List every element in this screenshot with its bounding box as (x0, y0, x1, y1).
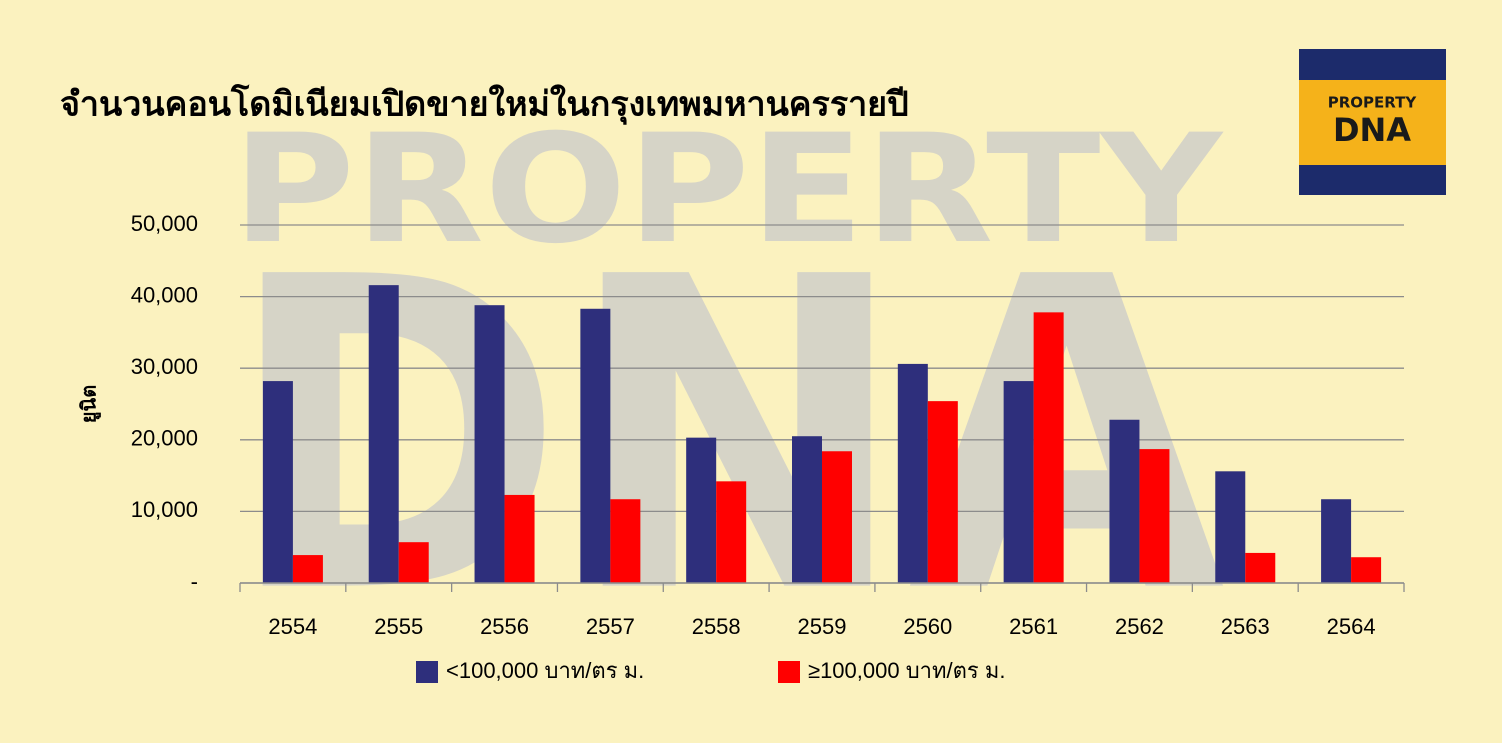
legend-swatch (778, 661, 800, 683)
bar (716, 481, 747, 583)
x-tick-label: 2559 (798, 614, 847, 639)
x-tick-label: 2557 (586, 614, 635, 639)
bar (398, 542, 429, 583)
logo: PROPERTY DNA (1299, 49, 1446, 195)
x-tick-label: 2563 (1221, 614, 1270, 639)
bar (1139, 449, 1170, 583)
bar (686, 437, 717, 583)
x-tick-label: 2555 (374, 614, 423, 639)
logo-center (1299, 80, 1446, 165)
logo-text: PROPERTY (1328, 94, 1418, 112)
chart-title: จำนวนคอนโดมิเนียมเปิดขายใหม่ในกรุงเทพมหา… (60, 84, 909, 126)
bar (1215, 471, 1246, 583)
y-tick-label: 20,000 (131, 426, 198, 451)
y-tick-label: 30,000 (131, 354, 198, 379)
bar (927, 401, 958, 583)
bar (368, 285, 399, 583)
bar (1351, 557, 1382, 583)
x-tick-label: 2561 (1009, 614, 1058, 639)
y-axis-title: ยูนิต (77, 385, 103, 423)
x-tick-label: 2564 (1327, 614, 1376, 639)
bar (1321, 499, 1352, 583)
bar (822, 451, 852, 583)
bar (1109, 419, 1140, 583)
x-tick-label: 2558 (692, 614, 741, 639)
bar (262, 381, 293, 583)
y-tick-label: 10,000 (131, 497, 198, 522)
y-tick-label: 40,000 (131, 282, 198, 307)
bar (580, 308, 611, 583)
bar (504, 494, 535, 583)
y-tick-label: - (191, 569, 198, 594)
bar (1003, 381, 1034, 583)
x-tick-label: 2556 (480, 614, 529, 639)
logo-text: DNA (1333, 111, 1411, 149)
bar (292, 555, 323, 583)
bar (897, 363, 928, 583)
bar (792, 436, 822, 583)
bar (610, 499, 641, 583)
x-tick-label: 2560 (903, 614, 952, 639)
watermark-top: PROPERTY (232, 103, 1225, 277)
legend-label: <100,000 บาท/ตร ม. (446, 658, 644, 683)
bar (1033, 312, 1064, 583)
x-tick-label: 2554 (268, 614, 317, 639)
legend-label: ≥100,000 บาท/ตร ม. (808, 658, 1005, 683)
bar (474, 305, 505, 583)
legend-swatch (416, 661, 438, 683)
x-tick-label: 2562 (1115, 614, 1164, 639)
y-tick-label: 50,000 (131, 211, 198, 236)
bar (1245, 552, 1276, 583)
